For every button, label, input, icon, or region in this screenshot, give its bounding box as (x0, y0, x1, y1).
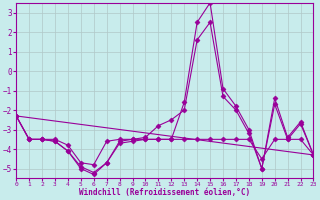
X-axis label: Windchill (Refroidissement éolien,°C): Windchill (Refroidissement éolien,°C) (79, 188, 250, 197)
